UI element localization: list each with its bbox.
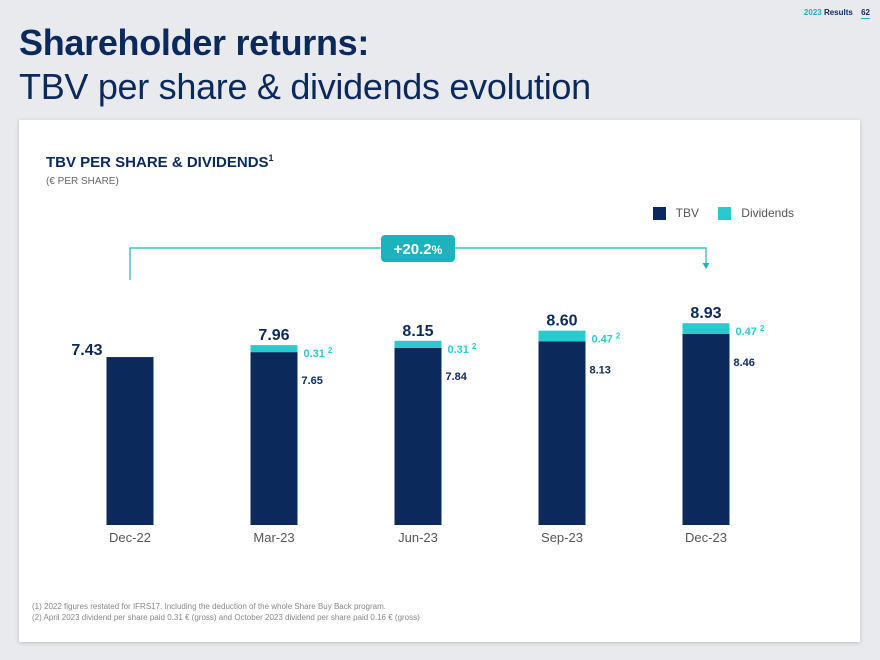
x-tick-label: Sep-23 [541,530,583,545]
legend-item-tbv: TBV [652,206,699,220]
legend-item-dividends: Dividends [718,206,794,220]
chart-title: TBV PER SHARE & DIVIDENDS1 [46,153,274,171]
growth-arrow-icon [702,263,710,269]
growth-badge [381,235,455,262]
tbv-bar [682,333,730,525]
tbv-label: 7.84 [446,371,468,383]
x-tick-label: Mar-23 [253,530,294,545]
legend-label-tbv: TBV [675,206,699,220]
dividend-footnote: 2 [616,332,621,341]
chart-card: TBV PER SHARE & DIVIDENDS1 (€ PER SHARE)… [19,120,860,642]
chart-title-text: TBV PER SHARE & DIVIDENDS [46,154,269,171]
dividend-bar [538,330,586,342]
legend-swatch-tbv [652,206,666,220]
tbv-label: 7.65 [302,375,323,387]
footnote-1: (1) 2022 figures restated for IFRS17. In… [32,602,386,611]
chart-title-footnote: 1 [268,153,274,163]
tbv-bar [106,357,154,525]
dividend-footnote: 2 [328,346,333,355]
total-label: 8.15 [402,323,433,340]
dividend-label: 0.47 2 [736,324,765,338]
dividend-label: 0.31 2 [304,346,333,360]
total-label: 8.60 [546,313,577,330]
page-header: 2023 Results 62 [803,8,870,19]
dividend-bar [682,323,730,334]
chart-legend: TBV Dividends [637,206,794,223]
dividend-label: 0.31 2 [448,342,477,356]
tbv-label: 8.13 [590,364,611,376]
dividend-bar [394,340,442,348]
chart-plot: 7.43 Dec-22 7.96 0.31 2 7.65 Mar-23 8.15 0.31 2 7.… [71,235,765,545]
total-label: 7.43 [71,342,102,359]
tbv-bar [250,352,298,525]
dividend-footnote: 2 [760,324,765,333]
dividend-bar [250,345,298,353]
page-subtitle: TBV per share & dividends evolution [19,66,591,107]
dividend-footnote: 2 [472,342,477,351]
x-tick-label: Dec-23 [685,530,727,545]
header-label: Results [823,8,853,17]
page-number: 62 [861,8,870,19]
total-label: 8.93 [690,305,721,322]
growth-label: +20.2% [394,241,443,258]
footnote-2: (2) April 2023 dividend per share paid 0… [32,613,420,622]
chart-subtitle: (€ PER SHARE) [46,176,119,187]
footnotes: (1) 2022 figures restated for IFRS17. In… [32,601,420,623]
header-year: 2023 [803,8,822,17]
total-label: 7.96 [258,327,289,344]
tbv-bar [394,347,442,525]
tbv-label: 8.46 [734,357,755,369]
x-tick-label: Dec-22 [109,530,151,545]
legend-swatch-dividends [718,206,732,220]
growth-unit: % [432,243,443,257]
page-title: Shareholder returns: [19,22,370,63]
legend-label-dividends: Dividends [741,206,794,220]
tbv-bar [538,341,586,525]
x-tick-label: Jun-23 [398,530,438,545]
dividend-label: 0.47 2 [592,332,621,346]
